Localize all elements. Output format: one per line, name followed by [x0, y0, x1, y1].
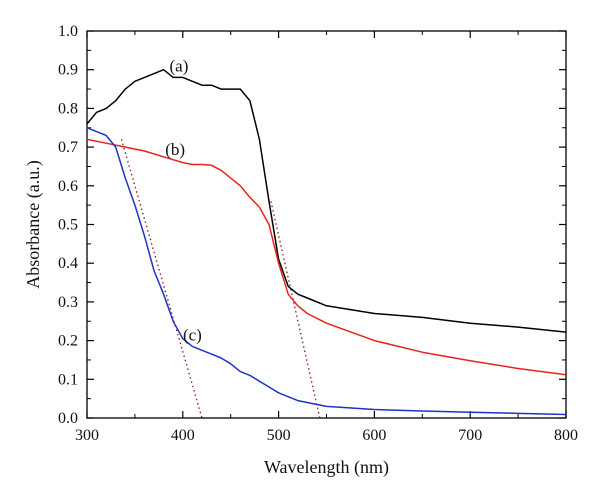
y-tick-label: 0.9	[58, 62, 78, 79]
y-tick-label: 0.5	[58, 217, 78, 234]
curve-label-c: (c)	[183, 326, 202, 345]
y-tick-label: 0.4	[58, 255, 78, 272]
plot-frame	[86, 30, 567, 419]
x-tick-label: 600	[362, 427, 386, 444]
y-tick-label: 1.0	[58, 23, 78, 40]
x-tick-label: 700	[458, 427, 482, 444]
x-tick-label: 400	[171, 427, 195, 444]
series-line-a	[86, 68, 567, 333]
tangent-line	[270, 201, 321, 419]
y-tick-label: 0.8	[58, 100, 78, 117]
ticks-group: 300 400 500 600 700 800 0.0 0.1 0.2 0.3 0.4 0.5 0.6 0…	[58, 23, 578, 444]
plot-frame-group	[86, 30, 567, 419]
y-axis-label: Absorbance (a.u.)	[23, 160, 44, 288]
tangent-line	[120, 139, 203, 419]
y-tick-label: 0.7	[58, 139, 78, 156]
series-group	[86, 68, 567, 416]
x-tick-label: 500	[267, 427, 291, 444]
y-tick-label: 0.2	[58, 333, 78, 350]
curve-label-b: (b)	[165, 140, 185, 159]
y-tick-label: 0.3	[58, 294, 78, 311]
x-axis-label: Wavelength (nm)	[264, 457, 389, 478]
series-line-b	[86, 138, 567, 376]
y-tick-label: 0.1	[58, 371, 78, 388]
y-tick-label: 0.0	[58, 410, 78, 427]
x-tick-label: 300	[75, 427, 99, 444]
y-tick-label: 0.6	[58, 178, 78, 195]
annotations-group: (a) (b) (c)	[165, 57, 202, 345]
series-line-c	[86, 127, 567, 416]
x-tick-label: 800	[554, 427, 578, 444]
tangent-lines-group	[120, 139, 321, 419]
curve-label-a: (a)	[170, 57, 189, 76]
